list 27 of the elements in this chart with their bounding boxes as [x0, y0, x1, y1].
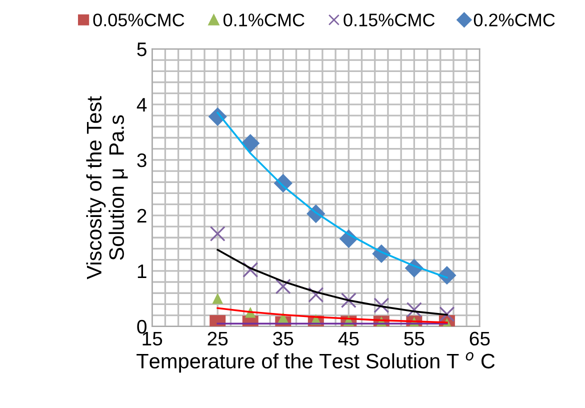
y-tick-label: 1 [138, 264, 146, 278]
y-tick-label: 4 [136, 98, 147, 112]
x-axis-title: Temperature of the Test Solution T $^{o}$ C [136, 352, 495, 373]
point [340, 292, 356, 308]
point [242, 262, 258, 278]
legend-label: 0.15%CMC [344, 14, 435, 26]
x-tick-label: 45 [338, 332, 359, 346]
point [210, 226, 226, 242]
legend-label: 0.05%CMC [93, 14, 184, 26]
y-tick-label: 3 [137, 153, 146, 168]
point [406, 302, 422, 318]
y-axis-title: Viscosity of the Test Solution μ Pa.s [86, 96, 128, 280]
point [212, 293, 223, 304]
point [308, 286, 324, 303]
y-tick-label: 5 [137, 42, 146, 56]
x-tick-label: 35 [273, 332, 294, 346]
x-tick-label: 25 [208, 332, 228, 346]
point [439, 306, 455, 322]
legend-label: 0.2%CMC [474, 14, 555, 26]
x-tick-label: 55 [404, 332, 424, 346]
legend-label: 0.1%CMC [224, 14, 304, 26]
x-tick-label: 65 [470, 332, 490, 346]
point [374, 298, 390, 314]
point [275, 278, 291, 294]
y-tick-label: 0 [137, 320, 146, 334]
y-tick-label: 2 [137, 208, 146, 222]
x-tick-label: 15 [142, 332, 162, 346]
